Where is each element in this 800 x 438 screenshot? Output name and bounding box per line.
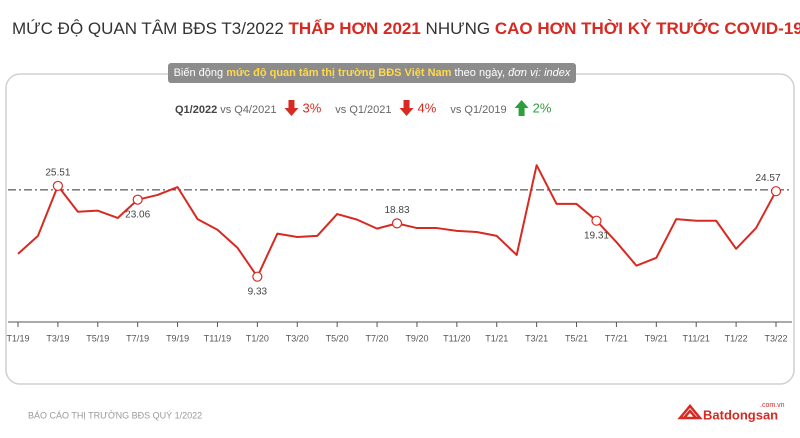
comparison-label: vs Q4/2021 bbox=[220, 104, 276, 116]
x-tick-label: T7/20 bbox=[366, 333, 389, 343]
subtitle-part: mức độ quan tâm thị trường BĐS Việt Nam bbox=[226, 67, 451, 79]
x-tick-label: T5/20 bbox=[326, 333, 349, 343]
comparison-label: vs Q1/2019 bbox=[450, 104, 506, 116]
x-tick-label: T5/19 bbox=[86, 333, 109, 343]
x-tick-label: T7/21 bbox=[605, 333, 628, 343]
x-tick-label: T9/20 bbox=[405, 333, 428, 343]
x-tick-label: T1/21 bbox=[485, 333, 508, 343]
x-tick-label: T11/20 bbox=[443, 333, 470, 343]
subtitle-banner bbox=[168, 63, 576, 83]
x-tick-label: T1/20 bbox=[246, 333, 269, 343]
subtitle: Biến động mức độ quan tâm thị trường BĐS… bbox=[174, 67, 571, 79]
x-tick-label: T3/21 bbox=[525, 333, 548, 343]
point-marker bbox=[591, 215, 602, 226]
comparison-arrow bbox=[514, 100, 529, 116]
subtitle-part: đơn vị: index bbox=[508, 67, 571, 79]
value-label: 9.33 bbox=[248, 286, 268, 297]
x-tick-label: T1/22 bbox=[725, 333, 748, 343]
footer-brand: Batdongsan bbox=[703, 407, 778, 422]
x-tick-label: T3/22 bbox=[764, 333, 787, 343]
title-part: THẤP HƠN 2021 bbox=[289, 19, 421, 38]
point-marker bbox=[132, 194, 143, 205]
value-label: 23.06 bbox=[125, 209, 150, 220]
chart-title: MỨC ĐỘ QUAN TÂM BĐS T3/2022 THẤP HƠN 202… bbox=[12, 19, 800, 38]
point-marker bbox=[770, 186, 782, 197]
point-marker bbox=[252, 271, 263, 282]
comparison-change: 3% bbox=[302, 100, 321, 115]
brand-logo bbox=[677, 404, 703, 420]
x-tick-label: T11/19 bbox=[204, 333, 231, 343]
title-part: CAO HƠN THỜI KỲ TRƯỚC COVID-19 bbox=[495, 19, 800, 38]
title-part: NHƯNG bbox=[421, 19, 495, 38]
value-label: 24.57 bbox=[755, 173, 780, 184]
x-tick-label: T7/19 bbox=[126, 333, 149, 343]
x-tick-label: T9/21 bbox=[645, 333, 668, 343]
title-part: MỨC ĐỘ QUAN TÂM BĐS T3/2022 bbox=[12, 19, 289, 38]
comparison-change: 4% bbox=[418, 100, 437, 115]
x-tick-label: T5/21 bbox=[565, 333, 588, 343]
footer-domain: .com.vn bbox=[760, 402, 785, 409]
x-tick-label: T1/19 bbox=[6, 333, 29, 343]
value-label: 19.31 bbox=[584, 230, 609, 241]
x-tick-label: T9/19 bbox=[166, 333, 189, 343]
value-label: 25.51 bbox=[45, 168, 70, 179]
comparisons: Q1/2022 vs Q4/2021 3% vs Q1/2021 4% vs Q1/201… bbox=[175, 100, 552, 116]
point-marker bbox=[391, 218, 403, 229]
point-marker bbox=[52, 180, 63, 192]
subtitle-part: Biến động bbox=[174, 67, 227, 79]
comparison-arrow bbox=[399, 100, 414, 116]
subtitle-part: theo ngày, bbox=[451, 67, 508, 79]
comparison-base: Q1/2022 bbox=[175, 104, 217, 116]
value-label: 18.83 bbox=[384, 205, 409, 216]
x-tick-label: T3/19 bbox=[46, 333, 69, 343]
comparison-change: 2% bbox=[533, 100, 552, 115]
comparison-label: vs Q1/2021 bbox=[335, 104, 391, 116]
frame bbox=[5, 73, 795, 385]
comparison-arrow bbox=[284, 100, 299, 116]
footer-report: BÁO CÁO THỊ TRƯỜNG BĐS QUÝ 1/2022 bbox=[28, 410, 202, 420]
x-tick-label: T3/20 bbox=[286, 333, 309, 343]
x-tick-label: T11/21 bbox=[683, 333, 710, 343]
